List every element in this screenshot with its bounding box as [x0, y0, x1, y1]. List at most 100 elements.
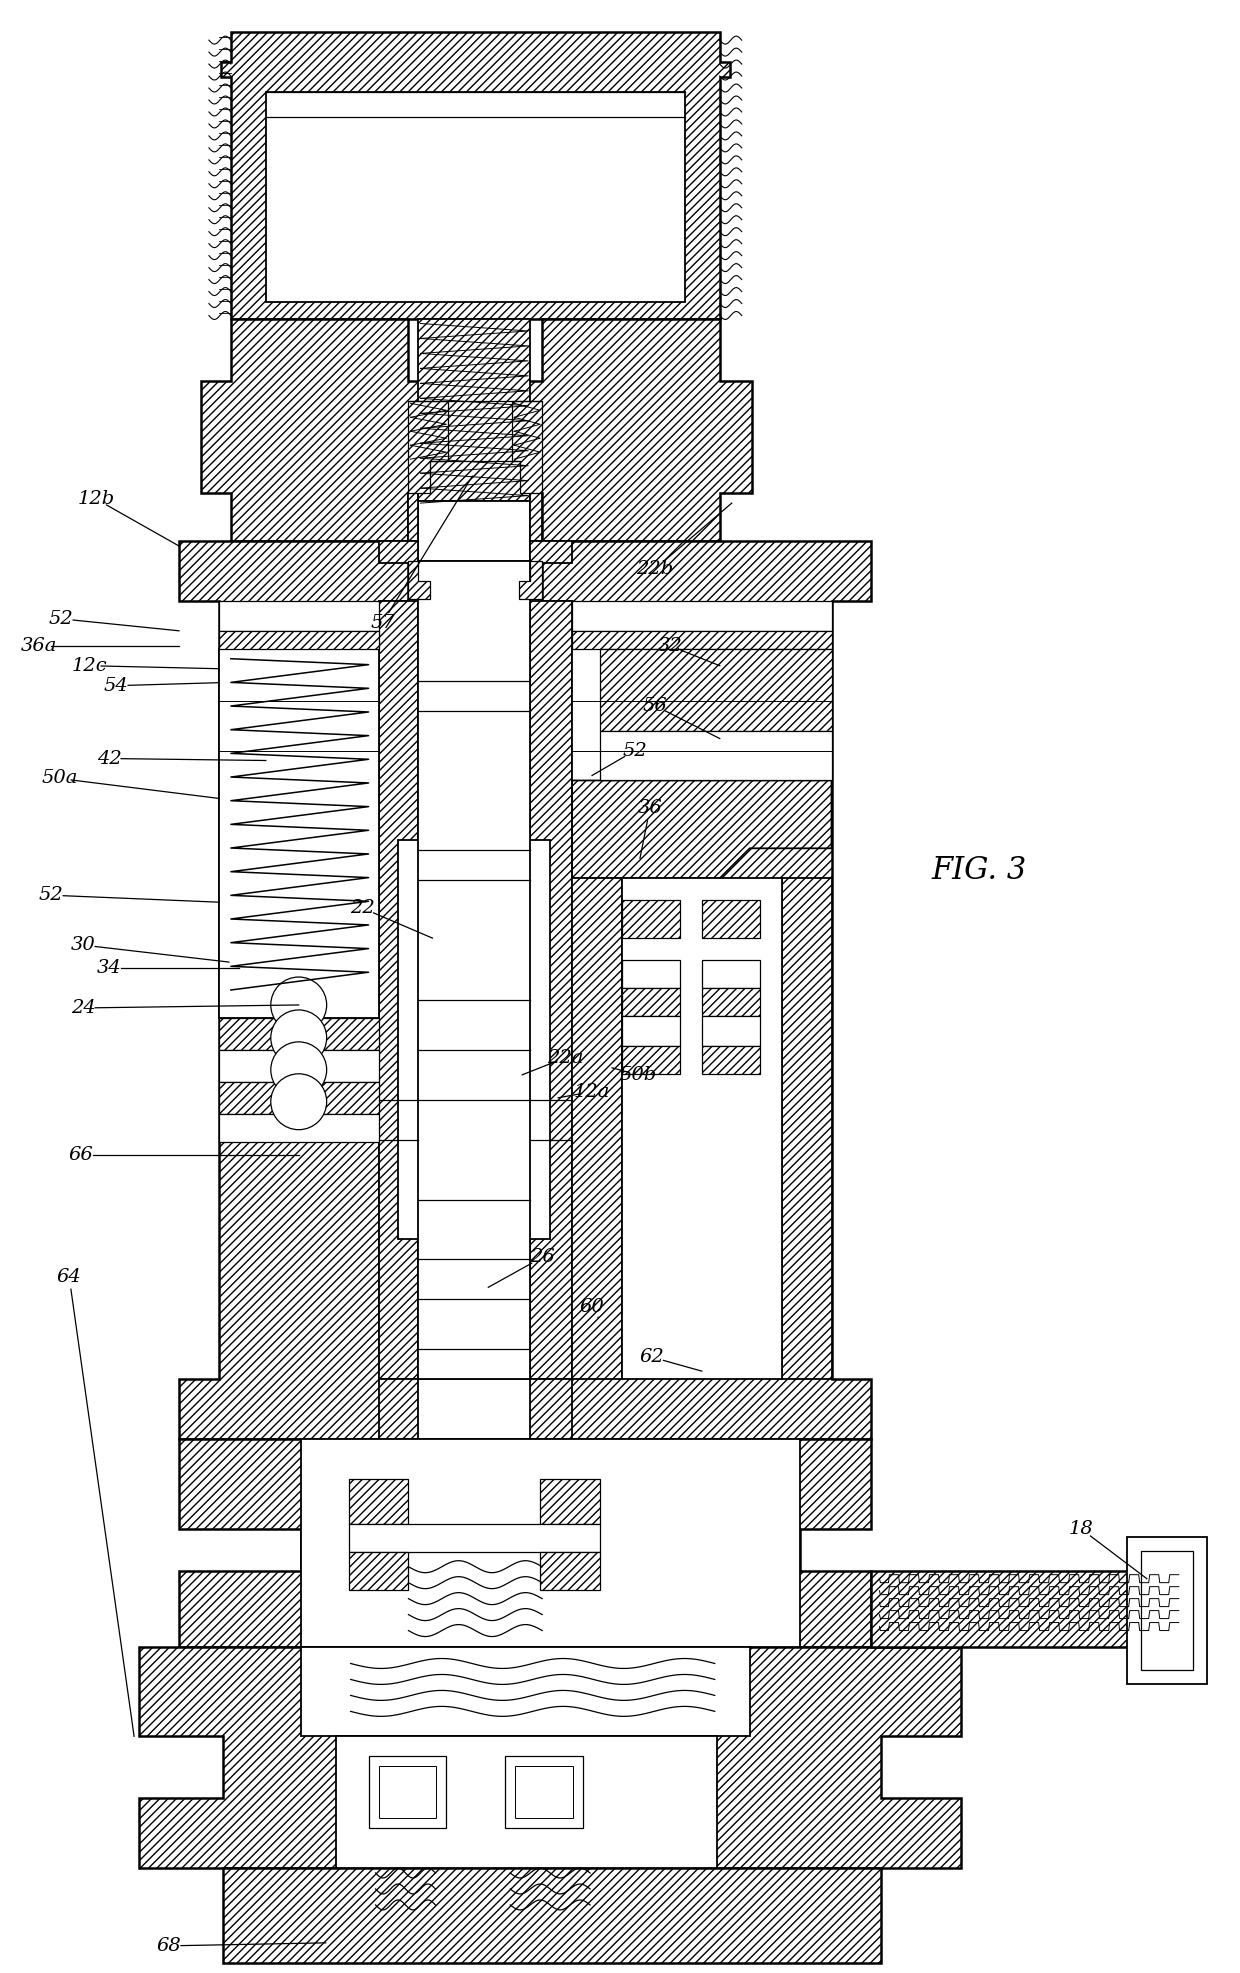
Bar	[702, 900, 760, 937]
Bar	[622, 961, 680, 988]
Bar	[219, 1018, 378, 1050]
Text: 57: 57	[371, 614, 394, 631]
Bar	[702, 961, 760, 988]
Bar	[418, 560, 531, 1379]
Text: 34: 34	[97, 959, 122, 977]
Bar	[702, 988, 760, 1016]
Text: 52: 52	[622, 742, 647, 760]
Text: 52: 52	[38, 886, 63, 904]
Bar	[541, 1480, 600, 1523]
Polygon shape	[418, 320, 531, 501]
Bar	[572, 602, 832, 631]
Text: FIG. 3: FIG. 3	[931, 854, 1027, 886]
Bar	[622, 988, 680, 1016]
Bar	[398, 840, 551, 1239]
Polygon shape	[531, 541, 572, 562]
Polygon shape	[600, 649, 832, 730]
Circle shape	[270, 1073, 326, 1131]
Polygon shape	[600, 730, 832, 781]
Polygon shape	[378, 541, 418, 562]
Text: 50b: 50b	[619, 1065, 657, 1083]
Bar	[368, 1756, 446, 1829]
Polygon shape	[408, 401, 449, 493]
Bar	[301, 1647, 750, 1736]
Bar	[265, 93, 684, 302]
Text: 30: 30	[71, 935, 95, 955]
Bar	[223, 1868, 882, 1963]
Text: 54: 54	[104, 677, 129, 694]
Bar	[531, 1379, 572, 1438]
Polygon shape	[520, 560, 542, 600]
Text: 60: 60	[579, 1298, 604, 1316]
Text: 66: 66	[69, 1146, 93, 1164]
Bar	[378, 1766, 436, 1819]
Bar	[219, 649, 378, 1018]
Text: 22b: 22b	[636, 560, 673, 578]
Text: 18: 18	[1069, 1519, 1094, 1537]
Polygon shape	[179, 1438, 872, 1647]
Bar	[781, 878, 832, 1379]
Polygon shape	[542, 541, 872, 1438]
Text: 24: 24	[71, 998, 95, 1016]
Bar	[219, 1081, 378, 1113]
Bar	[572, 649, 832, 848]
Polygon shape	[221, 32, 730, 320]
Text: 22: 22	[350, 900, 374, 917]
Bar	[219, 1050, 378, 1081]
Bar	[1141, 1551, 1193, 1671]
Polygon shape	[201, 320, 449, 541]
Bar	[702, 1016, 760, 1046]
Circle shape	[270, 1042, 326, 1097]
Polygon shape	[531, 493, 542, 541]
Bar	[1127, 1537, 1207, 1685]
Bar	[702, 1046, 760, 1073]
Bar	[572, 878, 622, 1379]
Bar	[572, 631, 832, 649]
Polygon shape	[512, 320, 751, 541]
Bar	[336, 1736, 717, 1868]
Bar	[219, 602, 378, 631]
Polygon shape	[139, 1647, 961, 1868]
Text: 52: 52	[48, 610, 73, 627]
Text: 68: 68	[156, 1937, 181, 1955]
Bar	[622, 878, 781, 1379]
Text: 12c: 12c	[72, 657, 107, 675]
Circle shape	[270, 1010, 326, 1065]
Text: 56: 56	[642, 696, 667, 714]
Text: 22a: 22a	[547, 1050, 583, 1067]
Text: 50a: 50a	[41, 769, 77, 787]
Text: 12a: 12a	[574, 1083, 610, 1101]
Polygon shape	[408, 493, 418, 541]
Polygon shape	[408, 560, 430, 600]
Text: 62: 62	[640, 1348, 665, 1365]
Bar	[378, 1379, 418, 1438]
Bar	[219, 1113, 378, 1142]
Text: 64: 64	[57, 1269, 82, 1286]
Bar	[541, 1551, 600, 1590]
Polygon shape	[512, 401, 542, 493]
Bar	[505, 1756, 583, 1829]
Bar	[348, 1551, 408, 1590]
Bar	[622, 1046, 680, 1073]
Polygon shape	[572, 781, 832, 878]
Text: 12b: 12b	[78, 489, 115, 509]
Bar	[348, 1480, 408, 1523]
Text: 36: 36	[637, 799, 662, 817]
Text: 36a: 36a	[21, 637, 57, 655]
Text: 42: 42	[97, 750, 122, 767]
Bar	[378, 602, 418, 1379]
Bar	[418, 501, 531, 560]
Text: 26: 26	[529, 1249, 554, 1267]
Bar	[219, 631, 378, 649]
Bar	[622, 1016, 680, 1046]
Bar	[301, 1438, 800, 1647]
Bar	[622, 900, 680, 937]
Polygon shape	[179, 541, 408, 1438]
Bar	[531, 602, 572, 1379]
Circle shape	[270, 977, 326, 1034]
Bar	[872, 1571, 1199, 1647]
Bar	[418, 560, 531, 1379]
Bar	[348, 1523, 600, 1551]
Text: 32: 32	[657, 637, 682, 655]
Bar	[516, 1766, 573, 1819]
